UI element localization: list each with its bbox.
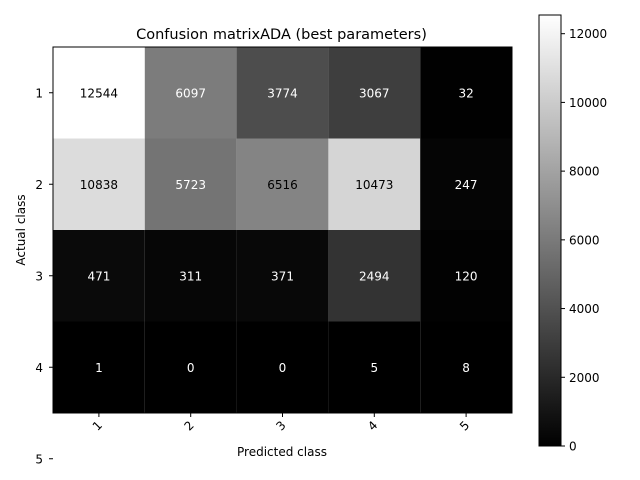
heatmap-cell: [236, 138, 329, 230]
y-tick-label: 3: [35, 269, 43, 283]
heatmap-cell: [144, 138, 237, 230]
cell-value-label: 0: [187, 361, 195, 375]
y-tick-label: 1: [35, 86, 43, 100]
cell-value-label: 10838: [80, 178, 118, 192]
heatmap-cell: [236, 321, 329, 413]
heatmap-cell: [53, 230, 145, 322]
colorbar: [538, 14, 562, 447]
cell-value-labels: 12544 6097 3774 3067 32 10838 5723 6516 10473 247…: [80, 86, 478, 375]
cell-value-label: 0: [279, 361, 287, 375]
heatmap-cell: [53, 138, 145, 230]
heatmap-cell: [328, 47, 421, 139]
heatmap-cell: [420, 138, 512, 230]
cell-value-label: 32: [458, 86, 473, 100]
colorbar-tick-label: 8000: [569, 165, 600, 179]
x-tick-label: 4: [365, 418, 380, 433]
heatmap-cell: [328, 230, 421, 322]
heatmap-cell: [420, 321, 512, 413]
x-tick-label: 2: [182, 418, 197, 433]
x-axis-ticks: 1 2 3 4 5: [90, 413, 472, 434]
cell-value-label: 3774: [267, 86, 298, 100]
heatmap-cell: [53, 321, 145, 413]
cell-value-label: 5: [370, 361, 378, 375]
cell-value-label: 5723: [175, 178, 206, 192]
heatmap-cell: [144, 321, 237, 413]
colorbar-tick-label: 12000: [569, 27, 607, 41]
colorbar-tick-label: 6000: [569, 233, 600, 247]
cell-value-label: 6516: [267, 178, 298, 192]
cell-value-label: 120: [455, 269, 478, 283]
colorbar-tick-label: 2000: [569, 371, 600, 385]
heatmap-cell: [236, 47, 329, 139]
heatmap-cell: [144, 230, 237, 322]
x-tick-label: 1: [90, 418, 105, 433]
chart-title: Confusion matrixADA (best parameters): [136, 27, 427, 43]
cell-value-label: 12544: [80, 86, 118, 100]
colorbar-tick-label: 0: [569, 440, 577, 454]
cell-value-label: 8: [462, 361, 470, 375]
x-tick-label: 5: [457, 418, 472, 433]
colorbar-tick-label: 4000: [569, 302, 600, 316]
heatmap-cell: [420, 47, 512, 139]
colorbar-tick-label: 10000: [569, 96, 607, 110]
cell-value-label: 10473: [355, 178, 393, 192]
cell-value-label: 6097: [175, 86, 206, 100]
cell-value-label: 2494: [359, 269, 390, 283]
heatmap-cell: [144, 47, 237, 139]
heatmap-cell: [420, 230, 512, 322]
heatmap-cells: [53, 47, 512, 413]
cell-value-label: 371: [271, 269, 294, 283]
x-axis-label: Predicted class: [237, 445, 327, 459]
y-tick-label: 4: [35, 361, 43, 375]
cell-value-label: 471: [87, 269, 110, 283]
heatmap-cell: [236, 230, 329, 322]
cell-value-label: 247: [455, 178, 478, 192]
heatmap-cell: [328, 138, 421, 230]
x-tick-label: 3: [273, 418, 288, 433]
y-axis-label: Actual class: [14, 194, 28, 265]
cell-value-label: 311: [179, 269, 202, 283]
y-tick-label: 2: [35, 178, 43, 192]
y-tick-label: 5: [35, 452, 43, 466]
heatmap-cell: [328, 321, 421, 413]
cell-value-label: 1: [95, 361, 103, 375]
cell-value-label: 3067: [359, 86, 390, 100]
colorbar-ticks: 0 2000 4000 6000 8000 10000 12000: [561, 27, 607, 454]
y-axis-ticks: 1 2 3 4 5: [35, 86, 53, 466]
heatmap-cell: [53, 47, 145, 139]
